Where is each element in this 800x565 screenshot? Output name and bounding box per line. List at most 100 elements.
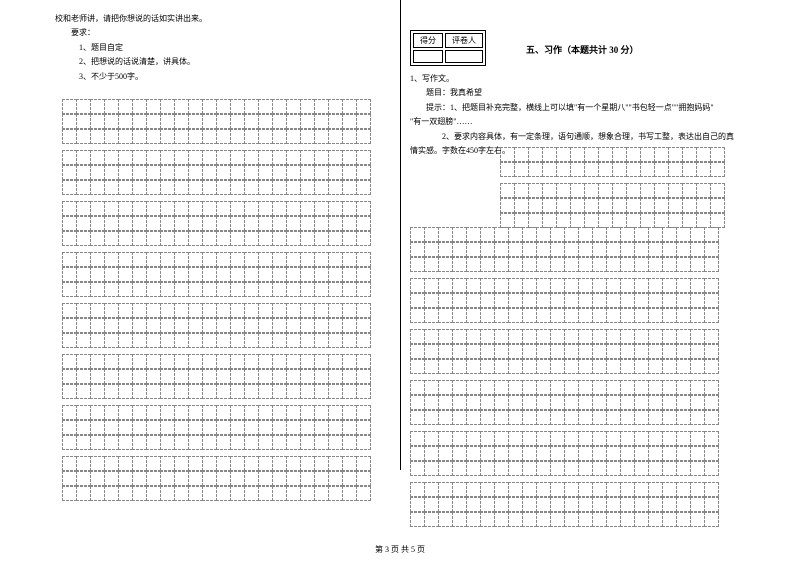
grid-cell bbox=[508, 278, 523, 293]
grid-cell bbox=[356, 150, 371, 165]
grid-cell bbox=[202, 165, 217, 180]
grid-cell bbox=[272, 114, 287, 129]
grid-cell bbox=[314, 129, 329, 144]
grid-cell bbox=[272, 384, 287, 399]
grid-cell bbox=[592, 359, 607, 374]
grid-cell bbox=[342, 318, 357, 333]
grid-cell bbox=[146, 267, 161, 282]
grid-cell bbox=[668, 147, 683, 162]
grid-cell bbox=[174, 150, 189, 165]
grid-cell bbox=[410, 461, 425, 476]
grid-cell bbox=[76, 201, 91, 216]
grid-cell bbox=[230, 405, 245, 420]
grid-cell bbox=[160, 303, 175, 318]
grid-cell bbox=[314, 99, 329, 114]
grid-cell bbox=[314, 267, 329, 282]
grid-cell bbox=[342, 114, 357, 129]
grid-cell bbox=[556, 213, 571, 228]
grid-cell bbox=[480, 482, 495, 497]
grid-cell bbox=[202, 150, 217, 165]
grid-cell bbox=[90, 456, 105, 471]
grid-cell bbox=[342, 471, 357, 486]
grid-cell bbox=[118, 471, 133, 486]
grid-cell bbox=[676, 293, 691, 308]
grid-cell bbox=[634, 293, 649, 308]
grid-cell bbox=[550, 227, 565, 242]
hint-line-2: 2、要求内容具体，有一定条理，语句通顺，想象合理，书写工整，表达出自己的真 bbox=[410, 130, 750, 144]
grid-cell bbox=[300, 333, 315, 348]
grid-cell bbox=[550, 395, 565, 410]
grid-cell bbox=[244, 129, 259, 144]
grid-cell bbox=[648, 329, 663, 344]
grid-cell bbox=[160, 318, 175, 333]
grid-cell bbox=[202, 129, 217, 144]
grid-cell bbox=[452, 242, 467, 257]
grid-row bbox=[62, 253, 371, 268]
grid-cell bbox=[466, 446, 481, 461]
grid-cell bbox=[522, 380, 537, 395]
grid-cell bbox=[410, 431, 425, 446]
grid-cell bbox=[216, 420, 231, 435]
grid-cell bbox=[174, 267, 189, 282]
grid-cell bbox=[438, 482, 453, 497]
requirements-label: 要求： bbox=[55, 26, 395, 40]
grid-cell bbox=[230, 99, 245, 114]
grid-cell bbox=[662, 410, 677, 425]
grid-cell bbox=[244, 456, 259, 471]
grid-cell bbox=[160, 405, 175, 420]
grid-cell bbox=[342, 99, 357, 114]
grid-cell bbox=[244, 384, 259, 399]
grid-cell bbox=[410, 242, 425, 257]
grid-cell bbox=[424, 446, 439, 461]
grid-cell bbox=[104, 201, 119, 216]
grid-cell bbox=[606, 293, 621, 308]
grid-cell bbox=[662, 329, 677, 344]
grid-cell bbox=[500, 147, 515, 162]
grid-cell bbox=[578, 482, 593, 497]
grid-cell bbox=[704, 431, 719, 446]
grid-cell bbox=[356, 435, 371, 450]
grid-cell bbox=[300, 303, 315, 318]
exam-page: 校和老师讲，请把你想说的话如实讲出来。 要求： 1、题目自定 2、把想说的话说清… bbox=[0, 0, 800, 565]
grid-cell bbox=[62, 165, 77, 180]
grid-cell bbox=[606, 446, 621, 461]
grid-cell bbox=[612, 147, 627, 162]
grid-cell bbox=[76, 150, 91, 165]
grid-row bbox=[62, 100, 371, 115]
grid-cell bbox=[480, 308, 495, 323]
grid-cell bbox=[230, 384, 245, 399]
grid-cell bbox=[682, 213, 697, 228]
grid-cell bbox=[300, 231, 315, 246]
grid-cell bbox=[118, 369, 133, 384]
grid-cell bbox=[466, 344, 481, 359]
score-value-cell bbox=[413, 50, 443, 63]
grid-cell bbox=[286, 318, 301, 333]
grid-cell bbox=[244, 114, 259, 129]
requirement-item: 1、题目自定 bbox=[55, 41, 395, 55]
grid-cell bbox=[188, 201, 203, 216]
grid-cell bbox=[160, 384, 175, 399]
grid-cell bbox=[356, 99, 371, 114]
grid-cell bbox=[328, 456, 343, 471]
grid-cell bbox=[606, 257, 621, 272]
grid-cell bbox=[536, 512, 551, 527]
grid-cell bbox=[500, 213, 515, 228]
grid-cell bbox=[132, 216, 147, 231]
grid-cell bbox=[578, 344, 593, 359]
grid-row bbox=[62, 202, 371, 217]
grid-cell bbox=[564, 395, 579, 410]
grid-cell bbox=[118, 354, 133, 369]
grid-cell bbox=[146, 216, 161, 231]
grid-cell bbox=[90, 420, 105, 435]
grid-cell bbox=[508, 359, 523, 374]
grid-cell bbox=[328, 99, 343, 114]
grid-cell bbox=[160, 435, 175, 450]
grid-cell bbox=[620, 278, 635, 293]
grid-cell bbox=[272, 231, 287, 246]
grid-cell bbox=[508, 380, 523, 395]
grid-cell bbox=[174, 471, 189, 486]
grid-cell bbox=[174, 318, 189, 333]
grid-cell bbox=[132, 354, 147, 369]
grid-cell bbox=[528, 198, 543, 213]
grid-cell bbox=[494, 359, 509, 374]
